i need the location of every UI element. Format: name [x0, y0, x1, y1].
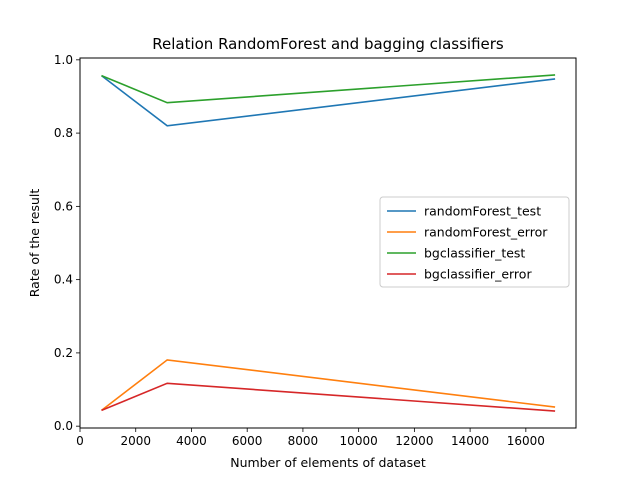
plot-frame [79, 57, 577, 429]
y-tick-label: 0.2 [54, 346, 73, 360]
y-tick-label: 0.0 [54, 419, 73, 433]
x-tick-label: 10000 [340, 434, 378, 448]
legend: randomForest_test randomForest_errorbgcla… [379, 196, 570, 288]
x-tick-label: 14000 [451, 434, 489, 448]
series-line-randomForest_error [101, 359, 556, 412]
series-line-randomForest_test [101, 74, 556, 127]
x-tick-label: 8000 [288, 434, 319, 448]
y-axis-label: Rate of the result [27, 189, 42, 298]
y-tick-label: 0.8 [54, 126, 73, 140]
x-tick-label: 16000 [507, 434, 545, 448]
series-line-bgclassifier_test [101, 74, 556, 104]
x-tick-label: 2000 [120, 434, 151, 448]
plot-lines [101, 74, 556, 412]
legend-label: randomForest_test [424, 204, 541, 219]
y-tick-label: 0.4 [54, 273, 73, 287]
chart-title: Relation RandomForest and bagging classi… [152, 35, 504, 53]
x-tick-label: 0 [76, 434, 84, 448]
x-axis-label: Number of elements of dataset [230, 455, 426, 470]
x-tick-label: 12000 [395, 434, 433, 448]
x-axis-ticks: 0 2000 4000 6000 8000 10000 12000 14000 16000 [76, 428, 545, 448]
legend-label: bgclassifier_test [424, 246, 525, 261]
legend-box [379, 196, 570, 288]
x-tick-label: 4000 [176, 434, 207, 448]
y-tick-label: 1.0 [54, 53, 73, 67]
x-tick-label: 6000 [232, 434, 263, 448]
legend-label: randomForest_error [424, 225, 548, 240]
legend-label: bgclassifier_error [424, 267, 532, 282]
y-axis-ticks: 0.0 0.2 0.4 0.6 0.8 1.0 [54, 53, 80, 433]
y-tick-label: 0.6 [54, 199, 73, 213]
series-line-bgclassifier_error [101, 382, 556, 412]
